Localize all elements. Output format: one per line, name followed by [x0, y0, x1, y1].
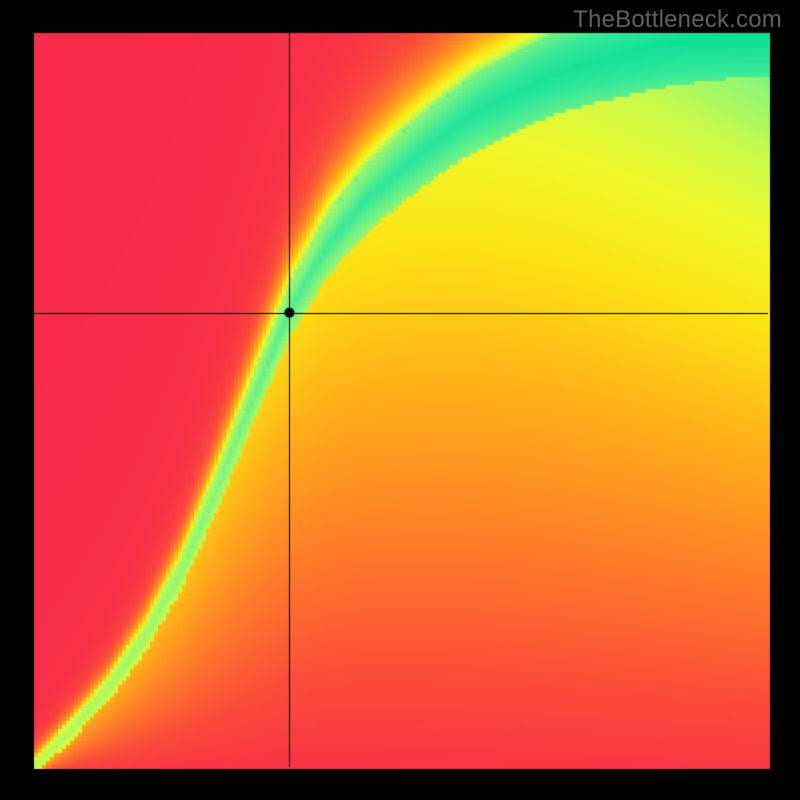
- bottleneck-heatmap: [0, 0, 800, 800]
- watermark-text: TheBottleneck.com: [573, 6, 782, 34]
